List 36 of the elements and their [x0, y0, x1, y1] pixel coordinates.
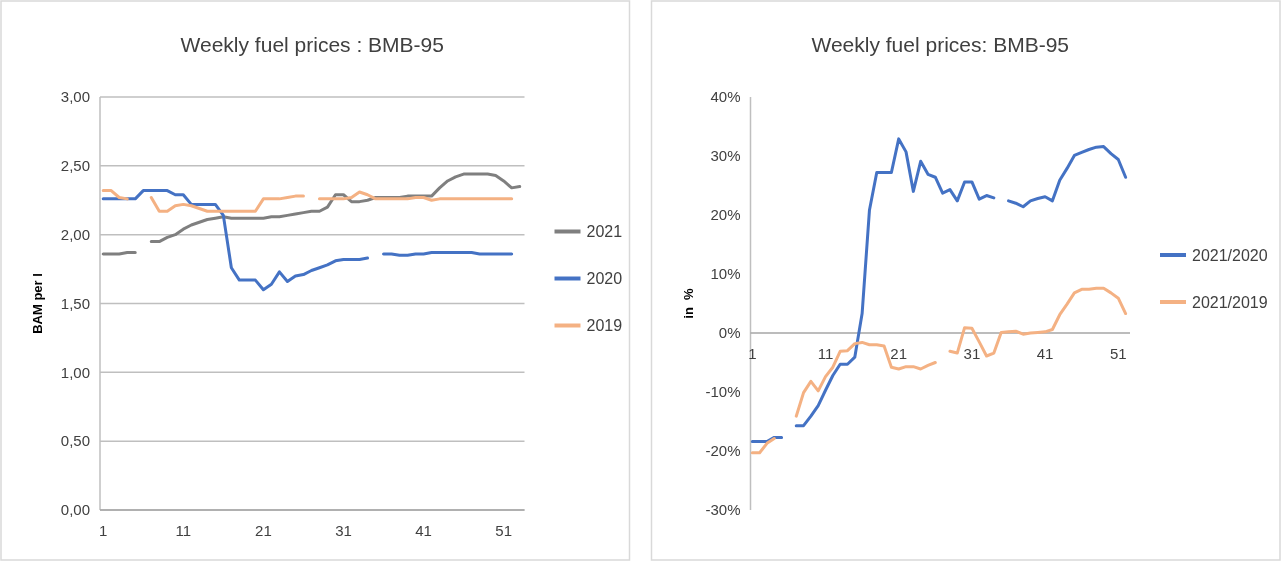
x-tick-label: 31 — [963, 345, 981, 362]
y-axis-title: in % — [680, 287, 696, 319]
y-tick-label: 0,50 — [60, 432, 90, 450]
y-tick-label: -30% — [705, 501, 741, 519]
x-tick-label: 11 — [817, 345, 834, 362]
y-tick-label: 20% — [710, 206, 741, 224]
y-tick-label: 30% — [710, 147, 741, 165]
legend-label: 2021/2020 — [1192, 246, 1268, 264]
legend-label: 2021 — [586, 223, 623, 241]
x-tick-label: 21 — [255, 522, 272, 539]
x-tick-label: 1 — [99, 522, 108, 539]
x-tick-label: 51 — [495, 522, 513, 539]
y-tick-label: 1,00 — [60, 363, 90, 381]
y-tick-label: 3,00 — [60, 88, 90, 106]
x-tick-label: 31 — [335, 522, 352, 539]
x-tick-label: 1 — [748, 345, 757, 362]
x-tick-label: 51 — [1109, 345, 1127, 362]
chart-title: Weekly fuel prices: BMB-95 — [811, 33, 1070, 56]
y-axis-title: BAM per l — [30, 273, 45, 334]
legend-label: 2021/2019 — [1192, 293, 1268, 311]
y-tick-label: 1,50 — [60, 294, 90, 312]
chart-title: Weekly fuel prices : BMB-95 — [180, 33, 444, 56]
y-tick-label: 2,00 — [60, 225, 90, 243]
x-tick-label: 41 — [1036, 345, 1054, 362]
y-tick-label: -20% — [705, 442, 741, 460]
legend-label: 2019 — [586, 317, 623, 335]
x-tick-label: 41 — [415, 522, 432, 539]
x-tick-label: 21 — [890, 345, 908, 362]
y-tick-label: 0% — [718, 324, 741, 342]
x-tick-label: 11 — [175, 522, 192, 539]
y-tick-label: 2,50 — [60, 157, 90, 175]
legend-label: 2020 — [586, 270, 623, 288]
y-tick-label: 0,00 — [60, 501, 90, 519]
y-tick-label: -10% — [705, 383, 741, 401]
y-tick-label: 40% — [710, 88, 741, 106]
y-tick-label: 10% — [710, 265, 741, 283]
